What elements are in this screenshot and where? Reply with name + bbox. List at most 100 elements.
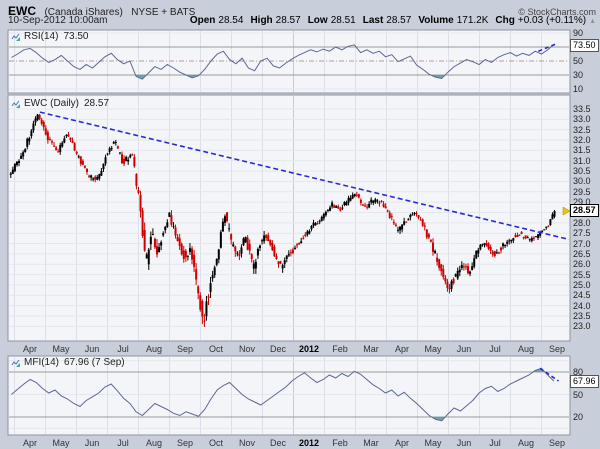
rsi-label: RSI(14) (24, 31, 59, 42)
y-axis-label: 30.5 (573, 166, 591, 177)
chart-icon (11, 100, 20, 108)
price-label: EWC (Daily) (24, 98, 79, 109)
x-axis-label: May (424, 344, 442, 354)
x-axis-label: Jul (117, 438, 129, 448)
x-axis-label: Nov (238, 344, 255, 354)
x-axis-label: Aug (517, 344, 534, 354)
y-axis-label: 28.0 (573, 217, 591, 228)
quote-label: Chg (495, 15, 515, 26)
x-axis-label: Apr (22, 438, 37, 448)
quote-value: 28.57 (386, 15, 412, 26)
rsi-panel-label: RSI(14) 73.50 (11, 31, 88, 42)
y-axis-label: 10 (573, 84, 584, 94)
x-axis-label: Sep (548, 438, 565, 448)
x-axis-label: Aug (517, 438, 534, 448)
rsi-value-badge: 73.50 (570, 38, 599, 52)
y-axis-label: 90 (573, 28, 584, 38)
x-axis-label: Oct (208, 438, 223, 448)
x-axis-label: Dec (269, 344, 286, 354)
x-axis-label: Sep (548, 344, 565, 354)
x-axis-label: Jun (84, 438, 100, 448)
quote-row: Open 28.54 High 28.57 Low 28.51 Last 28.57 Volum… (183, 15, 596, 26)
mfi-panel-label: MFI(14) 67.96 (7 Sep) (11, 357, 125, 368)
y-axis-label: 32.0 (573, 135, 591, 146)
x-axis-label: May (424, 438, 442, 448)
instrument-title: EWC (Canada iShares) NYSE + BATS (8, 2, 195, 20)
x-axis-label: 2012 (298, 344, 320, 354)
ticker-symbol: EWC (8, 4, 36, 18)
quote-value: +0.03 (+0.11%) (517, 15, 587, 26)
quote-label: Low (307, 15, 328, 26)
x-axis-label: Jul (117, 344, 129, 354)
x-axis-label: Aug (145, 344, 162, 354)
quote-label: Open (189, 15, 216, 26)
x-axis-label: Jul (489, 438, 501, 448)
x-axis-label: Mar (363, 344, 379, 354)
x-axis-label: Apr (394, 344, 409, 354)
chart-icon (11, 33, 20, 41)
header-line-2: 10-Sep-2012 10:00am Open 28.54 High 28.57 Lo… (0, 15, 600, 26)
y-axis-label: 31.0 (573, 155, 591, 166)
y-axis-label: 50 (573, 389, 584, 400)
chart-datetime: 10-Sep-2012 10:00am (8, 15, 108, 26)
y-axis-label: 30.0 (573, 176, 591, 187)
x-axis-label: Aug (145, 438, 162, 448)
y-axis-label: 80 (573, 367, 584, 377)
y-axis-label: 33.5 (573, 104, 591, 114)
quote-label: High (250, 15, 273, 26)
x-axis-label: Feb (332, 344, 348, 354)
x-axis-label: Oct (208, 344, 223, 354)
x-axis-label: Nov (238, 438, 255, 448)
y-axis-label: 29.5 (573, 186, 591, 197)
quote-value: 28.57 (275, 15, 301, 26)
y-axis-label: 27.5 (573, 228, 591, 239)
x-axis-label: Mar (363, 438, 379, 448)
y-axis-label: 31.5 (573, 145, 591, 156)
quote-value: 28.54 (218, 15, 244, 26)
instrument-name: (Canada iShares) (44, 7, 123, 18)
y-axis-label: 24.5 (573, 290, 591, 301)
price-panel-label: EWC (Daily) 28.57 (11, 98, 109, 109)
x-axis-label: Jun (456, 438, 472, 448)
y-axis-label: 33.0 (573, 114, 591, 125)
x-axis-label: Apr (22, 344, 37, 354)
y-axis-label: 27.0 (573, 238, 591, 249)
x-axis-label: Apr (394, 438, 409, 448)
x-axis-label: Sep (176, 344, 193, 354)
x-axis-label: Jul (489, 344, 501, 354)
exchange-label: NYSE + BATS (131, 7, 196, 18)
y-axis-label: 24.0 (573, 300, 591, 311)
last-price-badge: 28.57 (570, 204, 599, 218)
x-axis-label: Jun (456, 344, 472, 354)
y-axis-label: 25.0 (573, 279, 591, 290)
y-axis-label: 25.5 (573, 269, 591, 280)
y-axis-label: 50 (573, 56, 584, 66)
quote-label: Volume (418, 15, 454, 26)
change-up-arrow-icon: ▲ (589, 18, 596, 25)
copyright: © StockCharts.com (518, 7, 596, 17)
header-line-1: EWC (Canada iShares) NYSE + BATS © Stock… (0, 2, 600, 20)
rsi-value: 73.50 (63, 31, 89, 42)
y-axis-label: 26.0 (573, 259, 591, 270)
quote-value: 171.2K (456, 15, 489, 26)
x-axis-label: Jun (84, 344, 100, 354)
mfi-label: MFI(14) (24, 357, 59, 368)
y-axis-label: 30 (573, 70, 584, 80)
x-axis-label: 2012 (298, 438, 320, 448)
mfi-value: 67.96 (7 Sep) (64, 357, 125, 368)
x-axis-label: Sep (176, 438, 193, 448)
y-axis-label: 23.0 (573, 321, 591, 332)
y-axis-label: 26.5 (573, 248, 591, 259)
mfi-value-badge: 67.96 (570, 375, 599, 389)
x-axis-label: May (52, 344, 70, 354)
chart-icon (11, 359, 20, 367)
x-axis-label: Dec (269, 438, 286, 448)
last-price-marker (562, 206, 571, 216)
x-axis-label: May (52, 438, 70, 448)
y-axis-label: 23.5 (573, 311, 591, 321)
y-axis-label: 29.0 (573, 197, 591, 208)
y-axis-label: 32.5 (573, 124, 591, 135)
quote-label: Last (362, 15, 384, 26)
